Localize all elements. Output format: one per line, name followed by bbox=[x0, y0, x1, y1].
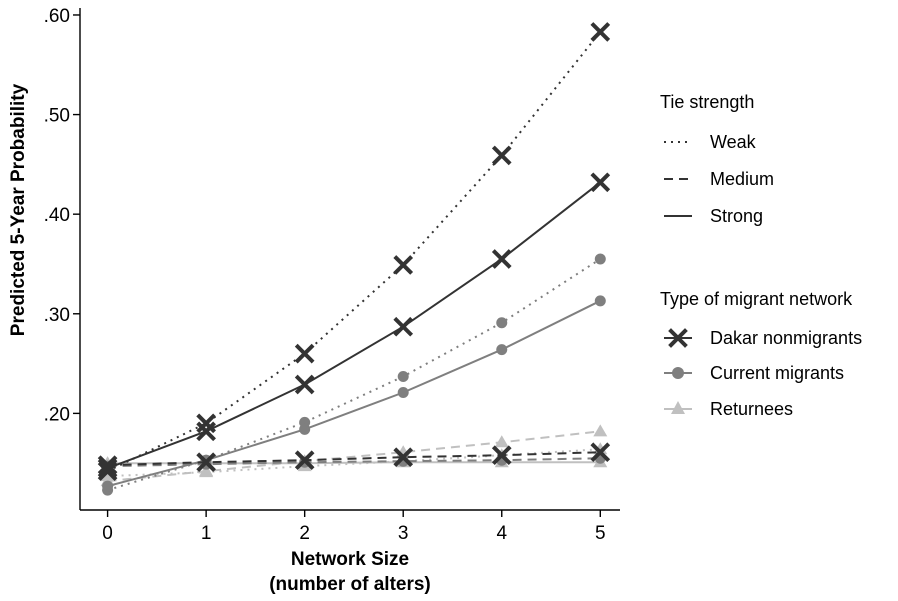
x-tick-label: 3 bbox=[398, 523, 409, 544]
legend-returnees-label: Returnees bbox=[710, 399, 793, 419]
legend-returnees-triangle-icon bbox=[671, 401, 685, 414]
plot-series bbox=[97, 22, 611, 496]
legend-network-returnees: Returnees bbox=[664, 399, 793, 419]
x-axis-title-line1: Network Size bbox=[291, 549, 409, 570]
legend-weak-label: Weak bbox=[710, 132, 757, 152]
legend-network-title: Type of migrant network bbox=[660, 289, 853, 309]
legend-strong-label: Strong bbox=[710, 206, 763, 226]
legend-dakar-label: Dakar nonmigrants bbox=[710, 328, 862, 348]
series-dakar-nonmigrants-medium bbox=[97, 442, 611, 476]
series-line bbox=[107, 258, 601, 492]
x-tick-label: 1 bbox=[201, 523, 212, 544]
data-point-circle-marker bbox=[102, 480, 114, 492]
series-line bbox=[107, 31, 602, 473]
legend-network-current: Current migrants bbox=[664, 363, 844, 383]
x-axis-title-line2: (number of alters) bbox=[269, 574, 431, 595]
legend-network-type: Type of migrant network Dakar nonmigrant… bbox=[660, 289, 862, 419]
data-point-x-marker bbox=[590, 172, 611, 193]
data-point-x-marker bbox=[97, 458, 118, 478]
y-tick-label: .50 bbox=[44, 106, 70, 127]
data-point-x-marker bbox=[393, 255, 414, 275]
data-point-x-marker bbox=[97, 455, 118, 476]
y-axis-title: Predicted 5-Year Probability bbox=[8, 83, 29, 336]
data-point-triangle-marker bbox=[494, 435, 509, 448]
data-point-x-marker bbox=[491, 145, 512, 166]
data-point-triangle-marker bbox=[593, 424, 608, 437]
data-point-circle-marker bbox=[496, 317, 508, 329]
y-ticks: .20 .30 .40 .50 .60 bbox=[44, 6, 80, 425]
axes: .20 .30 .40 .50 .60 0 1 2 3 4 5 bbox=[44, 6, 620, 544]
data-point-x-marker bbox=[491, 249, 512, 269]
data-point-x-marker bbox=[491, 445, 512, 466]
series-line bbox=[107, 181, 601, 470]
x-tick-label: 0 bbox=[102, 523, 113, 544]
legend-current-circle-icon bbox=[672, 367, 684, 379]
series-line bbox=[107, 451, 601, 467]
legend-tie-strength: Tie strength Weak Medium Strong bbox=[660, 92, 774, 226]
x-tick-label: 4 bbox=[496, 523, 507, 544]
data-point-circle-marker bbox=[496, 344, 508, 356]
data-point-x-marker bbox=[294, 343, 315, 364]
x-tick-label: 2 bbox=[299, 523, 310, 544]
x-tick-label: 5 bbox=[595, 523, 606, 544]
data-point-circle-marker bbox=[397, 386, 409, 398]
data-point-x-marker bbox=[393, 447, 414, 468]
y-tick-label: .60 bbox=[44, 6, 70, 27]
x-ticks: 0 1 2 3 4 5 bbox=[102, 510, 606, 544]
data-point-circle-marker bbox=[594, 253, 606, 265]
series-dakar-nonmigrants-weak bbox=[97, 22, 611, 481]
legend-dakar-x-icon bbox=[668, 328, 688, 348]
data-point-x-marker bbox=[294, 450, 315, 471]
legend-current-label: Current migrants bbox=[710, 363, 844, 383]
data-point-x-marker bbox=[294, 374, 315, 395]
series-line bbox=[107, 430, 601, 483]
data-point-x-marker bbox=[196, 421, 216, 442]
y-tick-label: .20 bbox=[44, 404, 70, 425]
data-point-circle-marker bbox=[594, 295, 606, 307]
data-point-triangle-marker bbox=[199, 464, 214, 477]
data-point-circle-marker bbox=[299, 423, 311, 435]
y-tick-label: .40 bbox=[44, 205, 70, 226]
legend-network-dakar: Dakar nonmigrants bbox=[664, 328, 862, 348]
data-point-x-marker bbox=[393, 316, 414, 337]
legend-tie-weak: Weak bbox=[664, 132, 757, 152]
legend-tie-title: Tie strength bbox=[660, 92, 754, 112]
data-point-x-marker bbox=[196, 452, 216, 473]
legend-medium-label: Medium bbox=[710, 169, 774, 189]
series-line bbox=[107, 299, 601, 488]
data-point-x-marker bbox=[590, 442, 611, 463]
legend-tie-medium: Medium bbox=[664, 169, 774, 189]
y-tick-label: .30 bbox=[44, 305, 70, 326]
data-point-x-marker bbox=[590, 22, 611, 42]
series-dakar-nonmigrants-strong bbox=[97, 172, 611, 478]
data-point-circle-marker bbox=[397, 371, 409, 383]
legend-tie-strong: Strong bbox=[664, 206, 763, 226]
